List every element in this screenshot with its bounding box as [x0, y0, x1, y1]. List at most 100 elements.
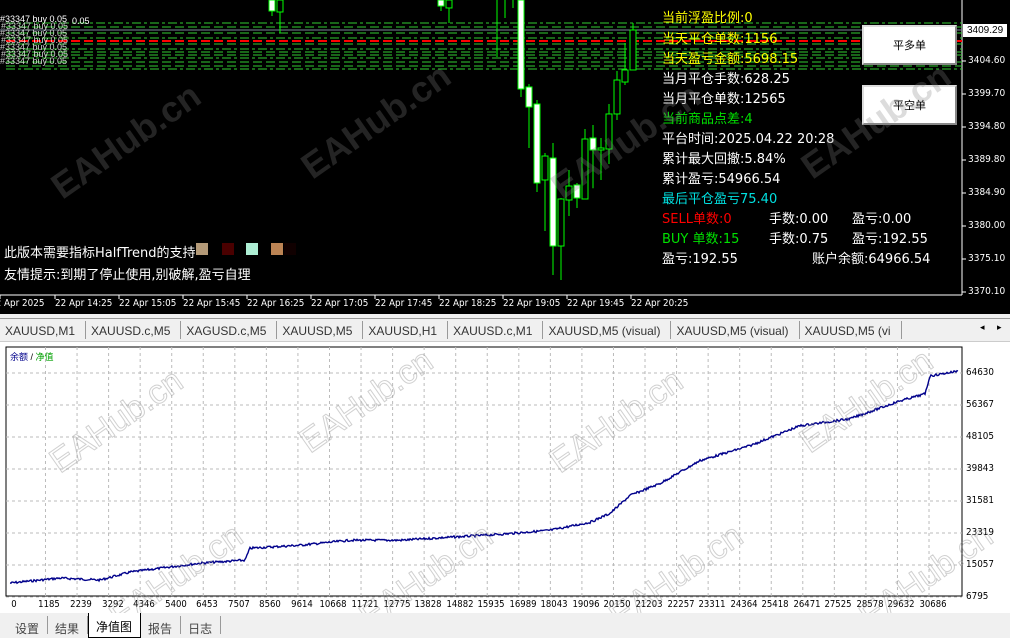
- bottom-tab[interactable]: 报告: [141, 616, 182, 636]
- equity-x-tick: 26471: [793, 599, 821, 610]
- order-label: #33347 buy 0.05: [0, 14, 68, 24]
- equity-x-tick: 6453: [196, 599, 219, 610]
- chart-tab[interactable]: XAUUSD,M5 (visual): [671, 321, 800, 339]
- sell-pnl: 盈亏:0.00: [852, 212, 912, 227]
- equity-y-tick: 39843: [966, 463, 994, 474]
- candle-body: [629, 29, 637, 71]
- last-close-pnl: 最后平仓盈亏75.40: [662, 192, 778, 207]
- candle-body: [573, 184, 581, 199]
- total-pnl: 累计盈亏:54966.54: [662, 172, 781, 187]
- candle: [517, 0, 525, 98]
- equity-x-tick: 7507: [227, 599, 250, 610]
- today-pnl: 当天盈亏金额:5698.15: [662, 52, 799, 67]
- candle: [541, 153, 549, 232]
- bottom-tab[interactable]: 结果: [48, 616, 89, 636]
- floating-pnl: 盈亏:192.55: [662, 252, 738, 267]
- bottom-tabs: 设置 结果 净值图 报告 日志: [0, 613, 1010, 638]
- candle-body: [589, 137, 597, 151]
- color-swatch: [222, 243, 234, 255]
- chart-tab[interactable]: XAUUSD.c,M1: [448, 321, 544, 339]
- price-tick: 3399.70: [968, 88, 1006, 99]
- bottom-tab[interactable]: 设置: [8, 616, 49, 636]
- candle: [589, 125, 597, 189]
- bottom-tab[interactable]: 日志: [181, 616, 222, 636]
- color-swatch: [284, 243, 296, 255]
- candle: [597, 138, 605, 180]
- candle-body: [581, 138, 589, 200]
- bottom-tab[interactable]: 净值图: [88, 613, 142, 638]
- color-swatch: [196, 243, 208, 255]
- close-sell-button[interactable]: 平空单: [862, 85, 957, 125]
- tab-scroll-left-icon[interactable]: ◂: [980, 322, 985, 332]
- candle-body: [517, 0, 525, 90]
- color-swatch: [271, 243, 283, 255]
- equity-x-tick: 20150: [603, 599, 631, 610]
- equity-chart-canvas: [5, 346, 963, 598]
- chart-tab[interactable]: XAUUSD,M5: [277, 321, 364, 339]
- time-tick: 22 Apr 16:25: [247, 298, 305, 309]
- legend-balance: 余额: [10, 352, 29, 362]
- time-tick: 22 Apr 19:05: [503, 298, 561, 309]
- equity-x-tick: 25418: [761, 599, 789, 610]
- equity-x-tick: 5400: [164, 599, 187, 610]
- equity-x-tick: 30686: [919, 599, 947, 610]
- candle: [533, 99, 541, 192]
- candle: [557, 198, 565, 281]
- price-tick: 3394.80: [968, 121, 1006, 132]
- float-ratio: 当前浮盈比例:0: [662, 11, 753, 26]
- candle: [605, 103, 613, 164]
- candle-body: [437, 0, 445, 7]
- time-tick: 22 Apr 19:45: [567, 298, 625, 309]
- candle-body: [621, 69, 629, 83]
- candle-body: [565, 185, 573, 201]
- equity-y-tick: 6795: [966, 591, 989, 602]
- order-label: #33347 buy 0.05: [1, 21, 69, 31]
- chart-tab[interactable]: XAUUSD,H1: [363, 321, 449, 339]
- equity-x-tick: 27525: [824, 599, 852, 610]
- order-label-tail: 0.05: [72, 16, 90, 26]
- price-tick: 3380.00: [968, 220, 1006, 231]
- close-buy-button[interactable]: 平多单: [862, 25, 957, 65]
- equity-x-tick: 22257: [667, 599, 695, 610]
- equity-plot-area: [5, 346, 963, 597]
- time-tick: 22 Apr 18:25: [439, 298, 497, 309]
- equity-line: [9, 369, 959, 585]
- buy-pnl: 盈亏:192.55: [852, 232, 928, 247]
- price-tick: 3375.10: [968, 253, 1006, 264]
- equity-x-tick: 8560: [259, 599, 282, 610]
- candle-body: [276, 0, 284, 13]
- equity-x-tick: 0: [11, 599, 17, 610]
- chart-tab[interactable]: XAUUSD,M1: [0, 321, 87, 339]
- candle-body: [557, 198, 565, 247]
- candle-body: [541, 155, 549, 181]
- legend-separator: /: [28, 352, 36, 362]
- chart-tab[interactable]: XAUUSD.c,M5: [86, 321, 182, 339]
- time-tick: 22 Apr 14:25: [55, 298, 113, 309]
- chart-tab[interactable]: XAUUSD,M5 (vi: [800, 321, 902, 339]
- price-chart-canvas: [0, 0, 966, 299]
- order-label: #33347 buy 0.05: [0, 56, 68, 66]
- chart-tab[interactable]: XAGUSD.c,M5: [181, 321, 278, 339]
- legend-equity: 净值: [35, 352, 54, 362]
- buy-count: BUY 单数:15: [662, 232, 740, 247]
- sell-count: SELL单数:0: [662, 212, 732, 227]
- chart-tab[interactable]: XAUUSD,M5 (visual): [543, 321, 672, 339]
- time-tick: 22 Apr 2025: [0, 298, 45, 309]
- tab-scroll-right-icon[interactable]: ▸: [997, 322, 1002, 332]
- equity-x-tick: 10668: [319, 599, 348, 610]
- candle-body: [525, 86, 533, 108]
- candle-body: [268, 0, 276, 12]
- equity-x-tick: 19096: [572, 599, 600, 610]
- equity-x-tick: 11721: [351, 599, 379, 610]
- account-balance: 账户余额:64966.54: [812, 252, 931, 267]
- equity-x-tick: 15935: [477, 599, 505, 610]
- candle: [276, 0, 284, 34]
- today-closed-orders: 当天平仓单数:1156: [662, 32, 778, 47]
- time-tick: 22 Apr 15:45: [183, 298, 241, 309]
- candle-body: [605, 113, 613, 150]
- equity-x-tick: 16989: [509, 599, 537, 610]
- equity-x-tick: 29632: [887, 599, 915, 610]
- price-chart[interactable]: #33347 buy 0.05 #33347 buy 0.05 #33347 buy…: [0, 0, 1010, 314]
- buy-lots: 手数:0.75: [769, 232, 829, 247]
- equity-y-tick: 23319: [966, 527, 994, 538]
